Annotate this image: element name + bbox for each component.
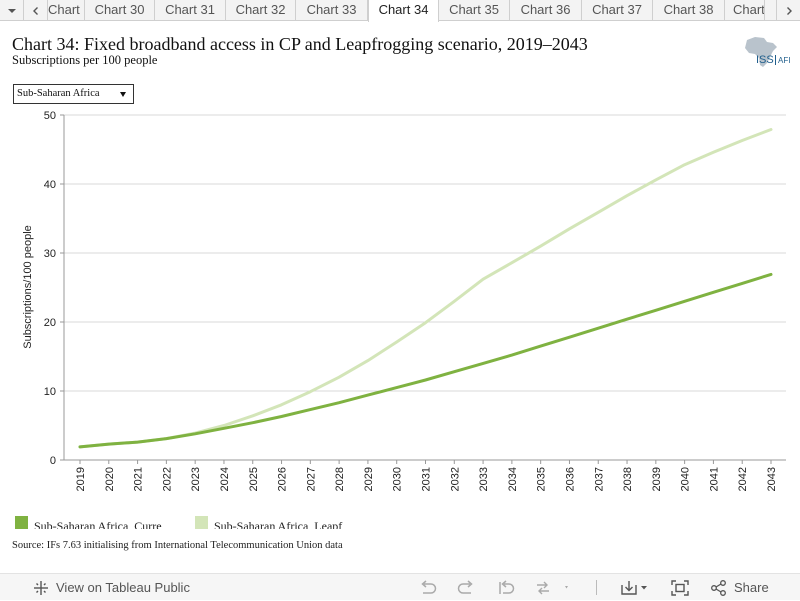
caret-down-icon — [7, 8, 16, 13]
chart-axes — [60, 114, 786, 464]
tab-chart-36[interactable]: Chart 36 — [510, 0, 582, 21]
tab-chart-35[interactable]: Chart 35 — [439, 0, 510, 21]
redo-button[interactable] — [456, 574, 476, 601]
x-tick-label: 2022 — [161, 467, 173, 491]
logo-iss-text: ISS — [756, 54, 774, 66]
y-tick-label: 40 — [44, 179, 56, 191]
y-tick-label: 50 — [44, 110, 56, 122]
chart-legend: Sub-Saharan Africa, Curre Sub-Saharan Afr… — [15, 515, 375, 529]
revert-button[interactable] — [497, 574, 517, 601]
x-tick-label: 2021 — [133, 467, 145, 491]
share-button[interactable]: Share — [710, 574, 769, 601]
region-filter-dropdown[interactable]: Sub-Saharan Africa — [13, 84, 134, 104]
chart-gridlines — [64, 114, 786, 392]
region-filter-value: Sub-Saharan Africa — [17, 88, 100, 99]
tab-chart-38[interactable]: Chart 38 — [653, 0, 725, 21]
page-subtitle: Subscriptions per 100 people — [12, 53, 158, 67]
iss-africa-logo: ISS AFI — [742, 36, 792, 70]
redo-icon — [457, 579, 473, 594]
x-tick-label: 2029 — [363, 467, 375, 491]
legend-item[interactable]: Sub-Saharan Africa, Curre — [15, 515, 162, 529]
x-tick-label: 2035 — [536, 467, 548, 491]
x-tick-label: 2036 — [564, 467, 576, 491]
x-tick-label: 2039 — [651, 467, 663, 491]
fullscreen-button[interactable] — [671, 574, 689, 601]
x-tick-label: 2024 — [219, 467, 231, 491]
y-tick-label: 0 — [50, 455, 56, 467]
view-on-tableau-link[interactable]: View on Tableau Public — [33, 574, 190, 601]
legend-swatch — [15, 516, 28, 529]
x-tick-label: 2027 — [305, 467, 317, 491]
x-tick-label: 2038 — [622, 467, 634, 491]
x-tick-label: 2023 — [190, 467, 202, 491]
x-tick-label: 2028 — [334, 467, 346, 491]
page-title: Chart 34: Fixed broadband access in CP a… — [12, 34, 588, 54]
series-line[interactable] — [78, 128, 773, 449]
y-axis-label: Subscriptions/100 people — [22, 225, 34, 349]
y-axis-label-svg: Subscriptions/100 people — [22, 225, 34, 349]
tab-chart-37[interactable]: Chart 37 — [582, 0, 653, 21]
revert-icon — [499, 579, 515, 594]
x-tick-label: 2034 — [507, 467, 519, 491]
chevron-left-icon — [32, 6, 38, 15]
tab-chart-39[interactable]: Chart 39 — [725, 0, 765, 21]
x-tick-label: 2032 — [449, 467, 461, 491]
x-tick-label: 2043 — [766, 467, 778, 491]
undo-icon — [421, 579, 437, 594]
view-on-tableau-label: View on Tableau Public — [56, 580, 190, 595]
chart-series — [78, 128, 773, 449]
x-tick-label: 2020 — [104, 467, 116, 491]
refresh-button[interactable] — [534, 574, 570, 601]
share-label: Share — [734, 580, 769, 595]
fullscreen-icon — [671, 579, 689, 596]
undo-button[interactable] — [418, 574, 438, 601]
tab-chart-32[interactable]: Chart 32 — [226, 0, 296, 21]
download-icon — [621, 580, 647, 595]
tableau-icon — [34, 580, 48, 595]
tab-next-button[interactable] — [776, 0, 800, 21]
download-button[interactable] — [620, 574, 652, 601]
source-note: Source: IFs 7.63 initialising from Inter… — [12, 540, 343, 551]
legend-label: Sub-Saharan Africa, Curre — [34, 519, 162, 529]
caret-down-icon — [120, 92, 126, 97]
tab-chart-33[interactable]: Chart 33 — [296, 0, 368, 21]
share-icon — [711, 579, 726, 596]
africa-map-icon: ISS AFI — [745, 37, 790, 67]
x-tick-label: 2041 — [708, 467, 720, 491]
x-tick-label: 2026 — [277, 467, 289, 491]
x-tick-label: 2042 — [737, 467, 749, 491]
x-tick-label: 2019 — [75, 467, 87, 491]
y-tick-label: 20 — [44, 317, 56, 329]
chevron-right-icon — [786, 6, 792, 15]
x-tick-label: 2030 — [392, 467, 404, 491]
x-tick-labels: 2019 2020 2021 2022 2023 2024 2025 2026 2027 2028… — [75, 467, 778, 491]
x-tick-label: 2031 — [421, 467, 433, 491]
x-tick-label: 2037 — [593, 467, 605, 491]
tab-chart-31[interactable]: Chart 31 — [155, 0, 226, 21]
tab-prev-button[interactable] — [24, 0, 48, 21]
series-line[interactable] — [78, 272, 773, 449]
logo-afi-text: AFI — [778, 56, 790, 65]
x-tick-label: 2033 — [478, 467, 490, 491]
y-tick-labels: 0 10 20 30 40 50 — [44, 110, 56, 467]
x-tick-label: 2025 — [248, 467, 260, 491]
legend-item[interactable]: Sub-Saharan Africa, Leapf — [195, 515, 342, 529]
legend-swatch — [195, 516, 208, 529]
y-tick-label: 10 — [44, 386, 56, 398]
tab-chart-34[interactable]: Chart 34 — [368, 0, 439, 22]
refresh-icon — [537, 581, 568, 594]
y-tick-label: 30 — [44, 248, 56, 260]
toolbar-divider — [596, 580, 597, 595]
tab-menu-button[interactable] — [0, 0, 24, 21]
tab-chart-29[interactable]: Chart 29 — [48, 0, 85, 21]
x-tick-label: 2040 — [680, 467, 692, 491]
bottom-toolbar: View on Tableau Public Share — [0, 573, 800, 600]
tab-chart-30[interactable]: Chart 30 — [85, 0, 155, 21]
legend-label: Sub-Saharan Africa, Leapf — [214, 519, 343, 529]
